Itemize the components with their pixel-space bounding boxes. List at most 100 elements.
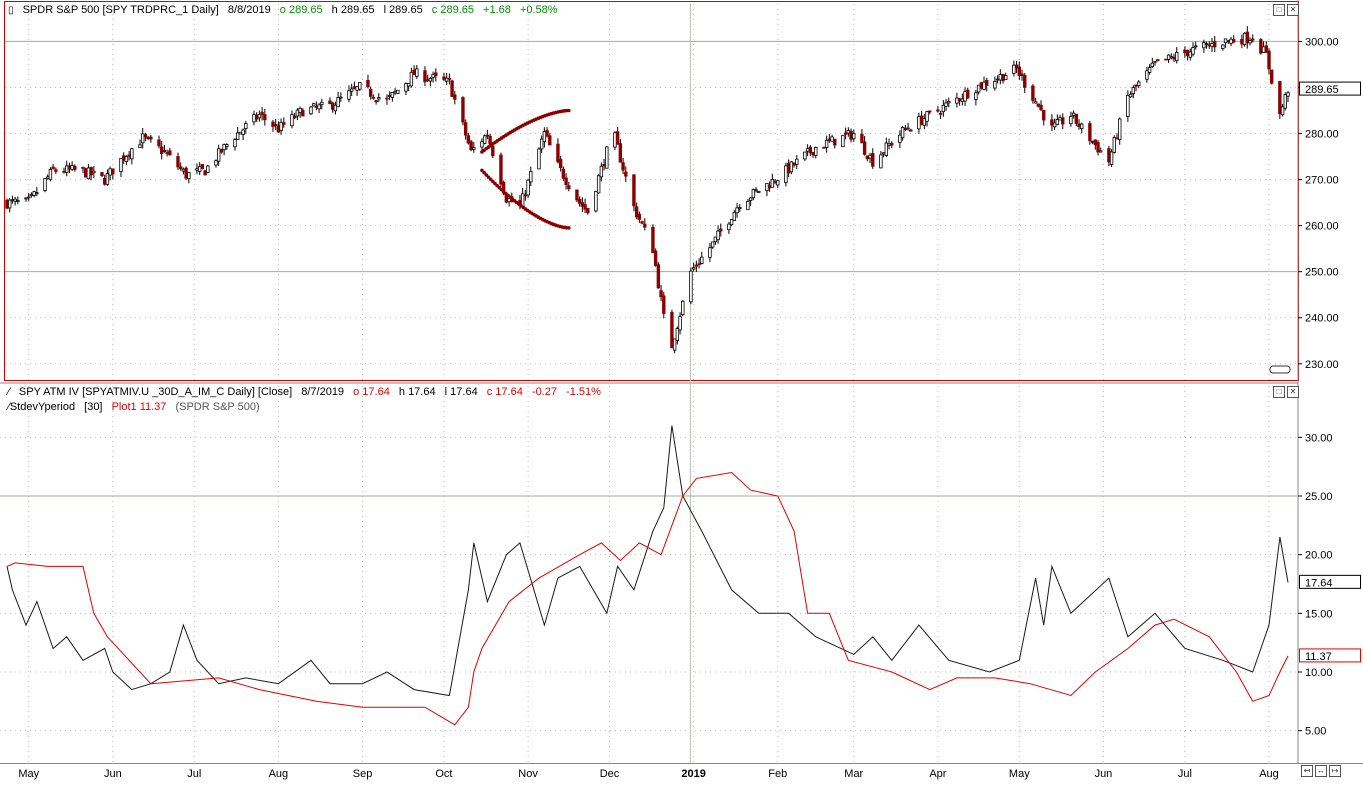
candle-body: [1166, 54, 1171, 60]
scroll-right-icon[interactable]: ↦: [1329, 765, 1341, 777]
candle-body: [73, 165, 77, 170]
candle-body: [273, 124, 278, 127]
price-pane-frame: [4, 1, 1299, 381]
candle-body: [824, 140, 829, 148]
candle-body: [108, 168, 112, 176]
candle-body: [279, 121, 283, 131]
candle-body: [187, 172, 191, 180]
candle-body: [1245, 31, 1249, 44]
candle-body: [181, 168, 186, 172]
scroll-both-icon[interactable]: ↔: [1315, 765, 1327, 777]
candle-body: [681, 300, 685, 316]
vol-y-tick-label: 5.00: [1305, 726, 1326, 738]
candle-body: [542, 131, 547, 143]
candle-body: [708, 247, 712, 258]
price-y-tick-label: 240.00: [1305, 313, 1339, 325]
x-tick-label: Jun: [1095, 768, 1113, 780]
candle-body: [1023, 75, 1027, 88]
candle-body: [453, 94, 457, 100]
price-pane-controls: □ ✕: [1273, 4, 1299, 16]
line-icon: ∕: [8, 386, 10, 398]
candle-body: [567, 185, 571, 190]
candle-body: [1118, 118, 1122, 140]
candle-body: [271, 121, 275, 127]
candle-body: [214, 160, 218, 166]
candle-body: [1202, 42, 1206, 49]
candle-body: [159, 146, 164, 154]
candle-body: [257, 113, 262, 119]
candle-body: [1185, 49, 1190, 57]
candle-body: [1286, 92, 1290, 97]
candle-body: [602, 163, 606, 167]
candle-body: [10, 199, 15, 202]
x-tick-label: Oct: [435, 768, 452, 780]
candle-body: [301, 110, 305, 117]
candle-body: [86, 167, 91, 180]
iv-change: -0.27: [531, 386, 557, 398]
candle-body: [233, 139, 237, 148]
candle-body: [130, 148, 134, 160]
maximize-pane-button[interactable]: □: [1273, 386, 1285, 398]
x-tick-label: Sep: [353, 768, 373, 780]
candle-body: [200, 164, 205, 169]
candle-body: [425, 79, 430, 82]
candle-body: [81, 166, 85, 169]
candle-body: [1036, 103, 1041, 107]
vol-y-tick-label: 15.00: [1305, 608, 1333, 620]
candle-body: [637, 213, 642, 220]
candle-body: [472, 147, 476, 150]
candle-body: [469, 141, 473, 151]
close-pane-button[interactable]: ✕: [1287, 4, 1299, 16]
x-tick-label: Nov: [518, 768, 538, 780]
candle-body: [732, 211, 737, 222]
candle-body: [776, 180, 780, 186]
price-y-tick-label: 270.00: [1305, 175, 1339, 187]
candle-body: [803, 151, 807, 160]
candle-body: [396, 89, 400, 94]
candle-body: [979, 82, 984, 89]
scroll-left-icon[interactable]: ↤: [1301, 765, 1313, 777]
candle-body: [1248, 40, 1252, 44]
candle-body: [789, 161, 794, 173]
candle-body: [1169, 56, 1173, 59]
candle-body: [252, 114, 256, 123]
candle-body: [1071, 112, 1076, 116]
study-name: StdevYperiod: [9, 401, 76, 413]
candle-body: [238, 131, 243, 135]
candle-body: [290, 114, 294, 127]
annotation-dot: [484, 173, 489, 177]
candle-body: [689, 270, 693, 303]
candle-body: [222, 144, 226, 150]
candle-body: [1069, 116, 1073, 125]
candle-body: [596, 175, 601, 194]
candle-body: [111, 168, 115, 175]
candle-body: [675, 328, 680, 341]
candle-body: [309, 106, 313, 115]
candle-body: [442, 76, 446, 80]
price-high: h 289.65: [331, 4, 375, 16]
pane-handle-icon: [1269, 365, 1291, 374]
maximize-pane-button[interactable]: □: [1273, 4, 1285, 16]
candle-body: [605, 146, 609, 169]
candle-body: [1017, 66, 1022, 77]
candle-body: [1261, 46, 1266, 53]
vol-y-tick-label: 10.00: [1305, 667, 1333, 679]
candle-body: [963, 90, 967, 102]
candle-body: [347, 90, 351, 100]
candle-body: [65, 165, 69, 173]
candle-body: [879, 154, 883, 169]
candle-body: [463, 122, 468, 136]
iv-close: c 17.64: [486, 386, 523, 398]
close-pane-button[interactable]: ✕: [1287, 386, 1299, 398]
iv-low: l 17.64: [444, 386, 478, 398]
study-param: [30]: [84, 401, 103, 413]
candle-body: [1074, 113, 1079, 124]
candle-body: [1183, 49, 1187, 54]
candle-body: [480, 141, 484, 148]
price-open: o 289.65: [279, 4, 323, 16]
annotation-dot: [482, 170, 486, 175]
candle-body: [1134, 84, 1138, 87]
x-tick-label: 2019: [681, 768, 705, 780]
candle-body: [92, 170, 96, 174]
